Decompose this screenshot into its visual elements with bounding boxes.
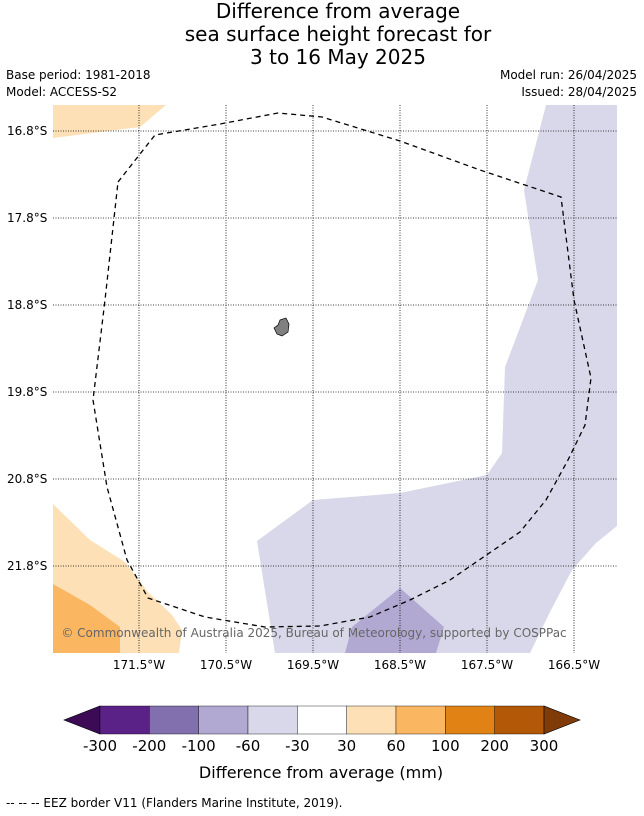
colorbar-swatch: [99, 705, 150, 735]
chart-title: Difference from average sea surface heig…: [0, 0, 644, 69]
colorbar: -300 -200 -100 -60 -30 30 60 100 200 300 Differen…: [63, 705, 581, 782]
colorbar-tick-label: 60: [386, 737, 405, 755]
colorbar-tick-label: -60: [236, 737, 261, 755]
lon-label: 170.5°W: [200, 658, 252, 672]
colorbar-swatch: [395, 705, 446, 735]
anomaly-region-orange-bottom: [53, 584, 120, 653]
lat-label: 17.8°S: [7, 211, 47, 225]
colorbar-tick-label: 100: [431, 737, 460, 755]
issued-date: Issued: 28/04/2025: [521, 85, 637, 99]
meta-right: Model run: 26/04/2025 Issued: 28/04/2025: [500, 67, 637, 101]
lon-label: 166.5°W: [548, 658, 600, 672]
base-period: Base period: 1981-2018: [6, 68, 151, 82]
colorbar-tick-labels: -300 -200 -100 -60 -30 30 60 100 200 300: [83, 737, 558, 755]
title-line-3: 3 to 16 May 2025: [250, 45, 426, 69]
lat-label: 20.8°S: [7, 472, 47, 486]
lon-label: 168.5°W: [374, 658, 426, 672]
colorbar-swatch: [297, 705, 347, 735]
latitude-labels: 16.8°S 17.8°S 18.8°S 19.8°S 20.8°S 21.8°…: [7, 124, 47, 573]
model-run: Model run: 26/04/2025: [499, 68, 637, 82]
colorbar-swatch: [198, 705, 249, 735]
anomaly-region-light-orange-top: [53, 105, 166, 138]
copyright-notice: © Commonwealth of Australia 2025, Bureau…: [61, 626, 566, 640]
colorbar-swatch: [149, 705, 199, 735]
colorbar-swatch: [445, 705, 495, 735]
colorbar-tick-label: -30: [285, 737, 310, 755]
model-name: Model: ACCESS-S2: [6, 85, 118, 99]
colorbar-arrow-high: [543, 705, 581, 735]
colorbar-arrow-low: [63, 705, 101, 735]
map-area: © Commonwealth of Australia 2025, Bureau…: [53, 105, 617, 653]
eez-footnote: -- -- -- EEZ border V11 (Flanders Marine…: [6, 796, 343, 810]
lat-label: 21.8°S: [7, 559, 47, 573]
longitude-labels: 171.5°W 170.5°W 169.5°W 168.5°W 167.5°W …: [113, 658, 600, 672]
colorbar-swatch: [346, 705, 397, 735]
lat-label: 19.8°S: [7, 385, 47, 399]
lon-label: 167.5°W: [461, 658, 513, 672]
lat-label: 16.8°S: [7, 124, 47, 138]
colorbar-label: Difference from average (mm): [199, 763, 443, 782]
meta-left: Base period: 1981-2018 Model: ACCESS-S2: [6, 67, 151, 101]
colorbar-tick-label: 30: [337, 737, 356, 755]
colorbar-swatch: [247, 705, 298, 735]
lon-label: 171.5°W: [113, 658, 165, 672]
colorbar-tick-label: -300: [83, 737, 117, 755]
title-line-1: Difference from average: [215, 0, 461, 23]
colorbar-swatches: [63, 705, 581, 735]
latitude-gridlines: [53, 130, 617, 567]
title-line-2: sea surface height forecast for: [184, 22, 492, 46]
colorbar-swatch: [494, 705, 545, 735]
anomaly-region-purple-south: [345, 588, 444, 653]
anomaly-region-light-purple-east: [257, 105, 617, 653]
colorbar-tick-label: 300: [530, 737, 559, 755]
colorbar-tick-label: 200: [480, 737, 509, 755]
colorbar-tick-label: -200: [132, 737, 166, 755]
island-shape: [273, 317, 290, 337]
lon-label: 169.5°W: [287, 658, 339, 672]
colorbar-tick-label: -100: [182, 737, 216, 755]
eez-border: [92, 112, 592, 628]
lat-label: 18.8°S: [7, 298, 47, 312]
